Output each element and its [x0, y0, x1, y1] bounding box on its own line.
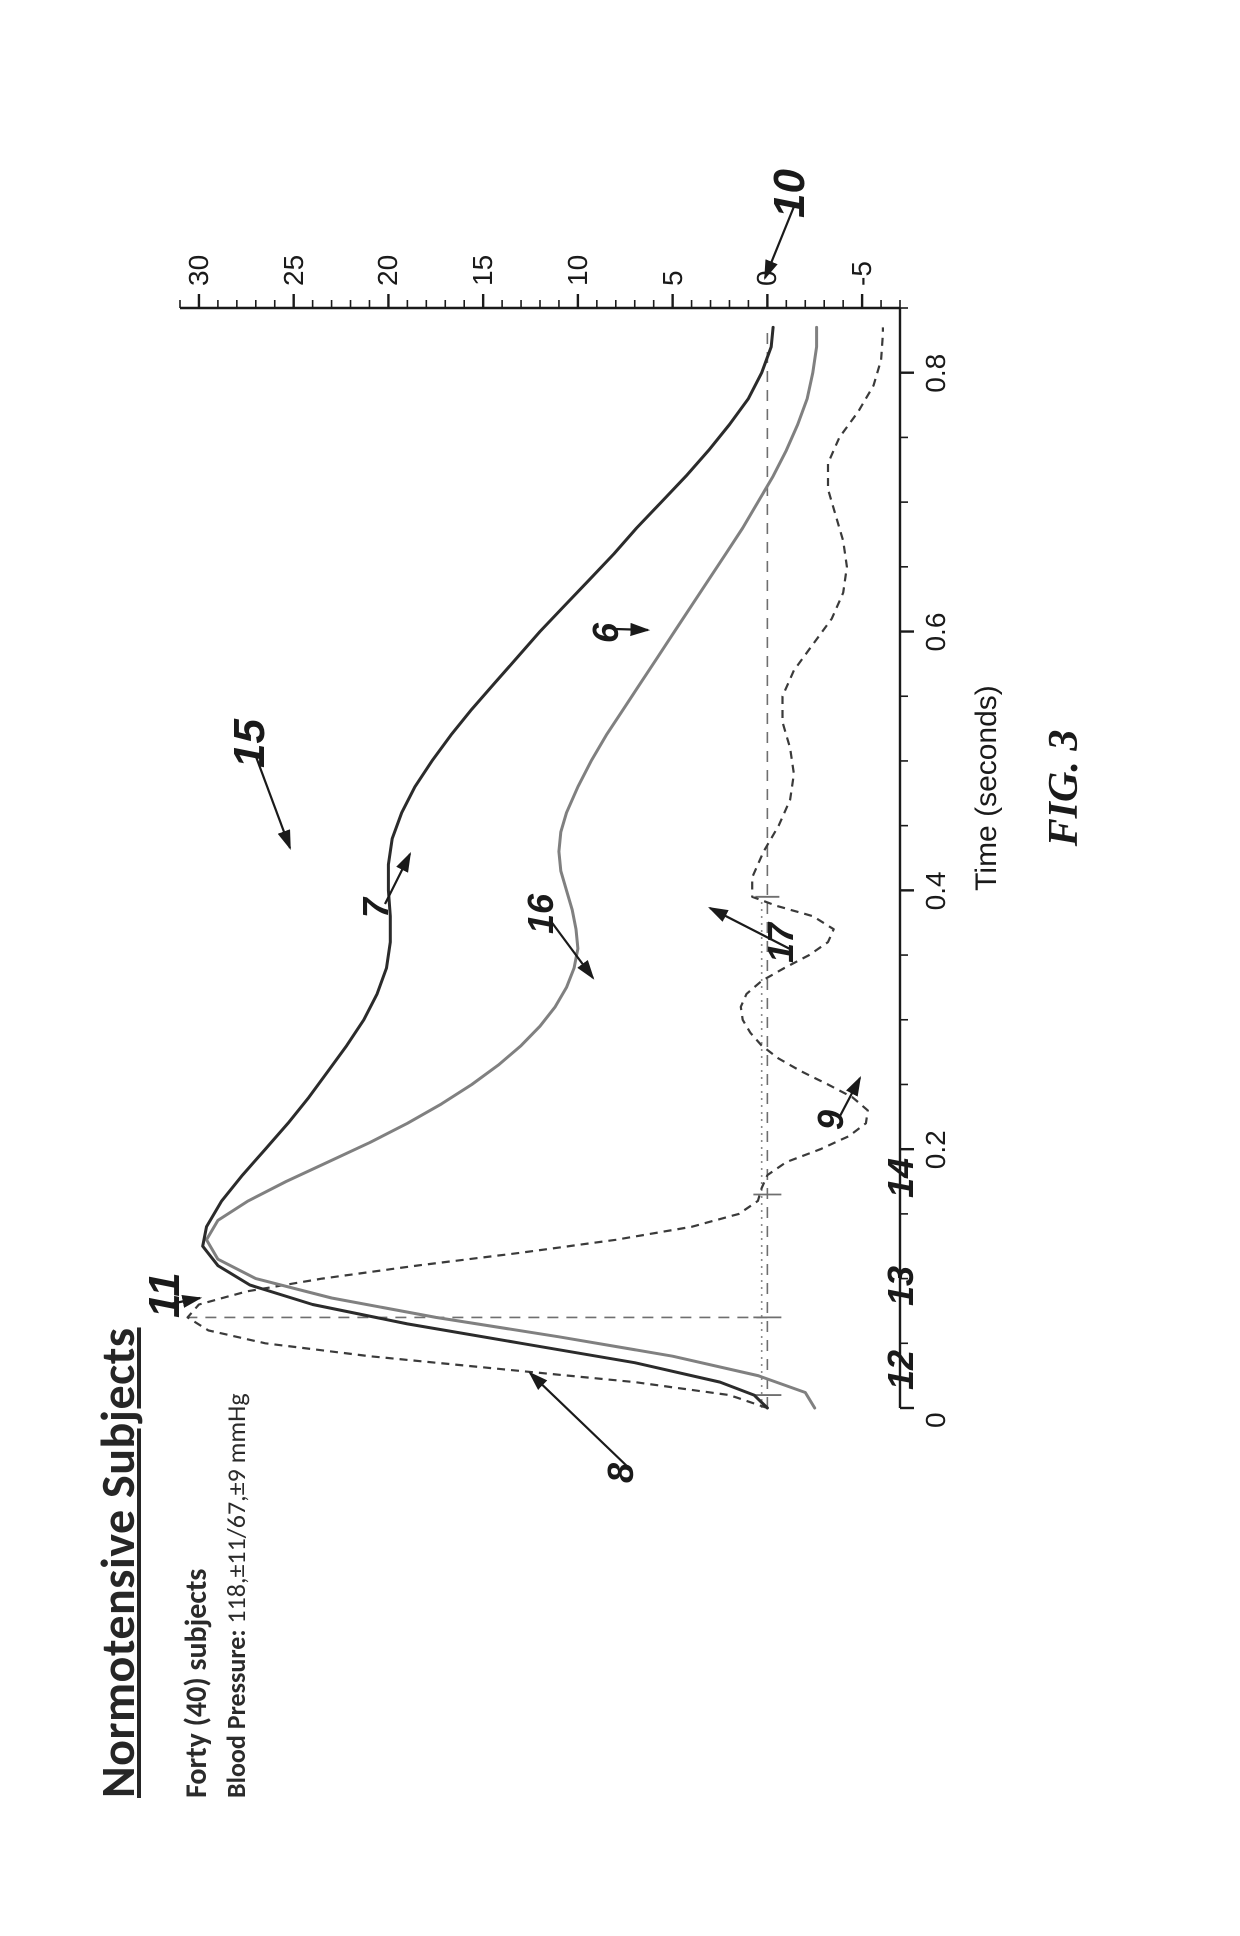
y-tick-label: -5 [846, 261, 878, 286]
y-tick-label: 5 [657, 270, 689, 286]
callout-11: 11 [140, 1272, 190, 1318]
chart-series [188, 327, 883, 1408]
x-tick-label: 0.8 [920, 354, 952, 393]
callout-15: 15 [225, 719, 275, 768]
callout-12: 12 [880, 1350, 922, 1390]
curve-8-dashed [188, 327, 883, 1408]
page: Normotensive Subjects Forty (40) subject… [0, 0, 1240, 1936]
callout-7: 7 [355, 898, 397, 918]
guide-lines [188, 327, 782, 1408]
x-tick-label: 0.2 [920, 1130, 952, 1169]
chart-svg [70, 118, 1120, 1818]
callout-arrows [170, 204, 860, 1469]
callout-arrow-8 [530, 1373, 630, 1469]
callout-16: 16 [520, 894, 562, 934]
x-tick-label: 0 [920, 1412, 952, 1428]
x-tick-label: 0.6 [920, 613, 952, 652]
x-tick-label: 0.4 [920, 871, 952, 910]
callout-14: 14 [880, 1158, 922, 1198]
figure-rotated-canvas: Normotensive Subjects Forty (40) subject… [70, 118, 1170, 1818]
callout-arrow-15 [255, 754, 290, 848]
callout-9: 9 [810, 1110, 852, 1130]
y-tick-label: 0 [751, 270, 783, 286]
axes [180, 294, 914, 1408]
y-tick-label: 20 [372, 255, 404, 286]
curve-7-dark [203, 327, 773, 1408]
x-axis-label: Time (seconds) [970, 118, 1004, 1818]
y-tick-label: 25 [278, 255, 310, 286]
callout-13: 13 [880, 1266, 922, 1306]
y-tick-label: 10 [562, 255, 594, 286]
callout-8: 8 [600, 1463, 642, 1483]
callout-17: 17 [760, 923, 802, 963]
curve-6-gray [207, 327, 817, 1408]
callout-10: 10 [765, 169, 815, 218]
figure-caption: FIG. 3 [1040, 118, 1088, 1818]
callout-6: 6 [585, 623, 627, 643]
y-tick-label: 30 [183, 255, 215, 286]
y-tick-label: 15 [467, 255, 499, 286]
